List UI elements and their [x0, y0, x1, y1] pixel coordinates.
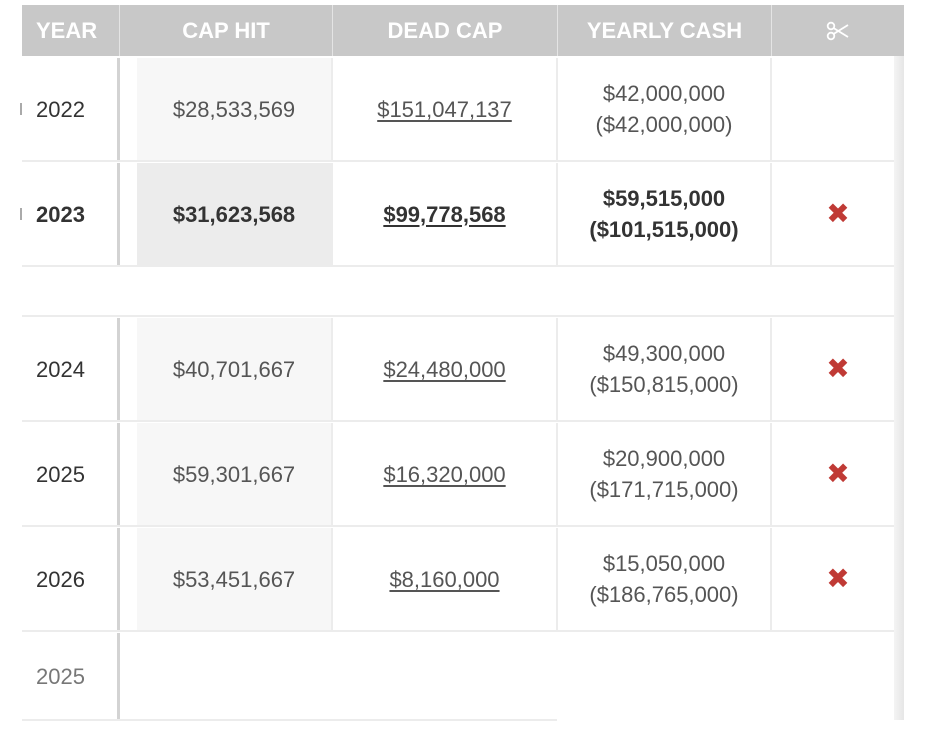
dead-cap-link[interactable]: $16,320,000 [383, 461, 506, 487]
spacer-cell [120, 163, 137, 265]
spacer-cell [120, 318, 137, 420]
table-row: 2022 $28,533,569 $151,047,137 $42,000,00… [20, 58, 904, 162]
cut-cell: ✖ [772, 163, 904, 265]
cash-cumulative: ($150,815,000) [589, 372, 739, 397]
cash-cumulative: ($171,715,000) [589, 477, 739, 502]
table-header: YEAR CAP HIT DEAD CAP YEARLY CASH [22, 5, 904, 56]
year-value: 2023 [36, 201, 85, 227]
header-cut [772, 5, 904, 56]
cap-hit-cell: $31,623,568 [137, 163, 333, 265]
year-cell: 2025 [22, 423, 120, 525]
cap-hit-cell: $59,301,667 [137, 423, 333, 525]
year-cell: 2025 [22, 633, 120, 719]
scissors-icon [826, 21, 849, 40]
header-yearly-cash[interactable]: YEARLY CASH [558, 5, 772, 56]
cut-cell: ✖ [772, 528, 904, 630]
header-cap-hit[interactable]: CAP HIT [120, 5, 333, 56]
year-cell: 2023 [20, 163, 120, 265]
row-marker [20, 103, 22, 115]
table-row: 2025 $59,301,667 $16,320,000 $20,900,000… [22, 423, 904, 527]
year-cell: 2024 [22, 318, 120, 420]
cash-cumulative: ($101,515,000) [589, 217, 739, 242]
cash-value: $15,050,000 [602, 551, 726, 576]
table-row: 2026 $53,451,667 $8,160,000 $15,050,000 … [22, 528, 904, 632]
cash-value: $42,000,000 [602, 81, 726, 106]
dead-cap-link[interactable]: $8,160,000 [389, 566, 500, 592]
year-cell: 2022 [20, 58, 120, 160]
header-year[interactable]: YEAR [22, 5, 120, 56]
cut-cell: ✖ [772, 318, 904, 420]
cash-value: $20,900,000 [602, 446, 726, 471]
cut-x-icon[interactable]: ✖ [826, 458, 850, 489]
table-row-partial: 2025 [22, 633, 557, 721]
cash-cumulative: ($186,765,000) [589, 582, 739, 607]
spacer-cell [120, 58, 137, 160]
dead-cap-cell: $24,480,000 [333, 318, 558, 420]
year-value: 2022 [36, 96, 85, 122]
dead-cap-link[interactable]: $99,778,568 [383, 201, 506, 227]
table-row-selected: 2023 $31,623,568 $99,778,568 $59,515,000… [20, 163, 904, 267]
cash-value: $59,515,000 [602, 186, 726, 211]
cap-hit-cell: $40,701,667 [137, 318, 333, 420]
dead-cap-link[interactable]: $151,047,137 [377, 96, 512, 122]
spacer-cell [120, 423, 137, 525]
cut-x-icon[interactable]: ✖ [826, 563, 850, 594]
cap-hit-cell: $53,451,667 [137, 528, 333, 630]
yearly-cash-cell: $42,000,000 ($42,000,000) [558, 58, 772, 160]
row-separator [22, 267, 902, 317]
header-dead-cap[interactable]: DEAD CAP [333, 5, 558, 56]
yearly-cash-cell: $15,050,000 ($186,765,000) [558, 528, 772, 630]
scroll-edge [894, 56, 904, 720]
cut-x-icon[interactable]: ✖ [826, 353, 850, 384]
yearly-cash-cell: $59,515,000 ($101,515,000) [558, 163, 772, 265]
dead-cap-link[interactable]: $24,480,000 [383, 356, 506, 382]
dead-cap-cell: $8,160,000 [333, 528, 558, 630]
cut-x-icon[interactable]: ✖ [826, 198, 850, 229]
year-cell: 2026 [22, 528, 120, 630]
yearly-cash-cell: $20,900,000 ($171,715,000) [558, 423, 772, 525]
dead-cap-cell: $99,778,568 [333, 163, 558, 265]
yearly-cash-cell: $49,300,000 ($150,815,000) [558, 318, 772, 420]
cap-hit-cell: $28,533,569 [137, 58, 333, 160]
dead-cap-cell: $16,320,000 [333, 423, 558, 525]
cut-cell: ✖ [772, 423, 904, 525]
spacer-cell [120, 528, 137, 630]
cash-cumulative: ($42,000,000) [595, 112, 733, 137]
row-marker [20, 208, 22, 220]
cash-value: $49,300,000 [602, 341, 726, 366]
dead-cap-cell: $151,047,137 [333, 58, 558, 160]
table-row: 2024 $40,701,667 $24,480,000 $49,300,000… [22, 318, 904, 422]
cut-cell [772, 58, 904, 160]
